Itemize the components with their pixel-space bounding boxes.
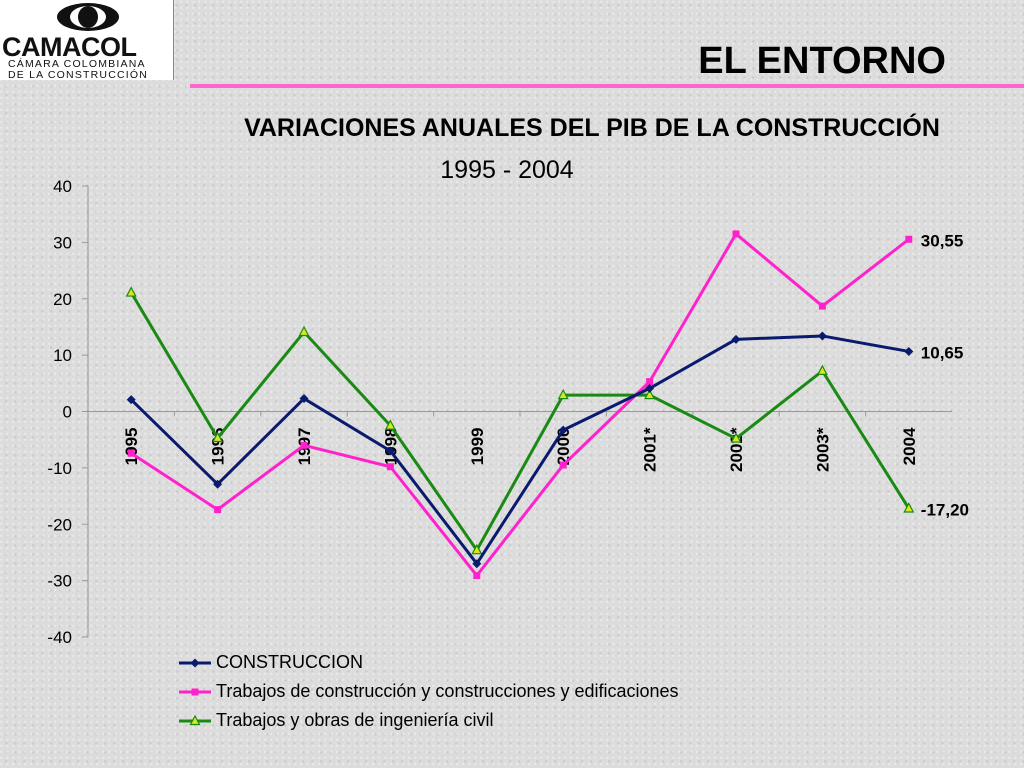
data-point — [471, 543, 483, 555]
data-point — [558, 425, 568, 435]
x-tick-label: 1996 — [209, 428, 228, 466]
data-point — [214, 506, 222, 514]
data-point — [559, 461, 567, 469]
series-0 — [126, 331, 914, 569]
y-tick-label: -30 — [47, 572, 72, 591]
title-underline — [190, 84, 1024, 88]
legend-swatch — [179, 658, 211, 667]
data-point — [213, 479, 223, 489]
series-2 — [125, 286, 915, 555]
series-1 — [127, 230, 913, 580]
data-point — [903, 502, 915, 513]
series-line — [130, 232, 910, 578]
data-point — [646, 378, 654, 386]
data-point — [191, 688, 199, 695]
y-tick-label: -10 — [47, 459, 72, 478]
chart-legend: CONSTRUCCION Trabajos de construcción y c… — [178, 648, 679, 735]
data-point — [125, 286, 137, 297]
legend-label: CONSTRUCCION — [216, 652, 363, 672]
page-title: EL ENTORNO — [698, 40, 946, 82]
x-tick-label: 2002* — [727, 427, 746, 472]
data-point — [384, 419, 396, 430]
data-point — [300, 441, 308, 449]
x-tick-label: 2004 — [900, 427, 919, 465]
x-tick-label: 2003* — [813, 427, 832, 472]
legend-item: Trabajos y obras de ingeniería civil — [178, 706, 679, 735]
data-point — [212, 431, 224, 443]
logo-wordmark: CAMACOL — [2, 32, 137, 62]
data-point — [644, 388, 656, 400]
chart-title: VARIACIONES ANUALES DEL PIB DE LA CONSTR… — [244, 112, 940, 142]
data-point — [299, 394, 309, 404]
y-tick-label: 20 — [53, 290, 72, 309]
data-point — [473, 572, 481, 580]
logo-subtitle-line1: CÁMARA COLOMBIANA — [8, 58, 146, 70]
data-point — [905, 235, 913, 243]
series-line — [129, 291, 911, 552]
data-point — [904, 346, 914, 356]
data-point — [298, 325, 310, 337]
x-tick-label: 2001* — [641, 427, 660, 472]
data-point — [645, 383, 655, 393]
data-point — [731, 334, 741, 344]
x-tick-label: 1999 — [468, 428, 487, 466]
legend-item: Trabajos de construcción y construccione… — [178, 677, 679, 706]
y-tick-label: -20 — [47, 515, 72, 534]
chart-subtitle: 1995 - 2004 — [440, 156, 574, 184]
legend-swatch — [179, 714, 211, 725]
camacol-logo: CAMACOL CÁMARA COLOMBIANA DE LA CONSTRUC… — [0, 0, 174, 81]
data-point — [190, 658, 200, 667]
data-point — [127, 449, 135, 457]
data-point — [385, 446, 395, 456]
data-point — [816, 364, 828, 376]
data-label: 10,65 — [921, 343, 964, 362]
data-point — [472, 559, 482, 569]
y-tick-label: 40 — [53, 177, 72, 196]
camacol-emblem-icon — [57, 3, 119, 31]
data-label: -17,20 — [921, 500, 969, 519]
data-point — [126, 395, 136, 405]
legend-swatch — [179, 688, 211, 695]
legend-label: Trabajos de construcción y construccione… — [216, 681, 679, 701]
data-label: 30,55 — [921, 231, 964, 250]
legend-item: CONSTRUCCION — [178, 648, 679, 677]
logo-subtitle-line2: DE LA CONSTRUCCIÓN — [8, 69, 149, 81]
y-tick-label: 30 — [53, 233, 72, 252]
data-point — [730, 432, 742, 443]
data-point — [557, 388, 569, 400]
series-line — [130, 334, 910, 566]
data-point — [189, 714, 201, 725]
data-point — [732, 230, 740, 238]
y-tick-label: 10 — [53, 346, 72, 365]
y-tick-label: -40 — [47, 628, 72, 647]
data-point — [386, 463, 394, 471]
legend-label: Trabajos y obras de ingeniería civil — [216, 710, 494, 730]
data-point — [818, 302, 826, 310]
y-tick-label: 0 — [63, 403, 72, 422]
data-point — [817, 331, 827, 341]
